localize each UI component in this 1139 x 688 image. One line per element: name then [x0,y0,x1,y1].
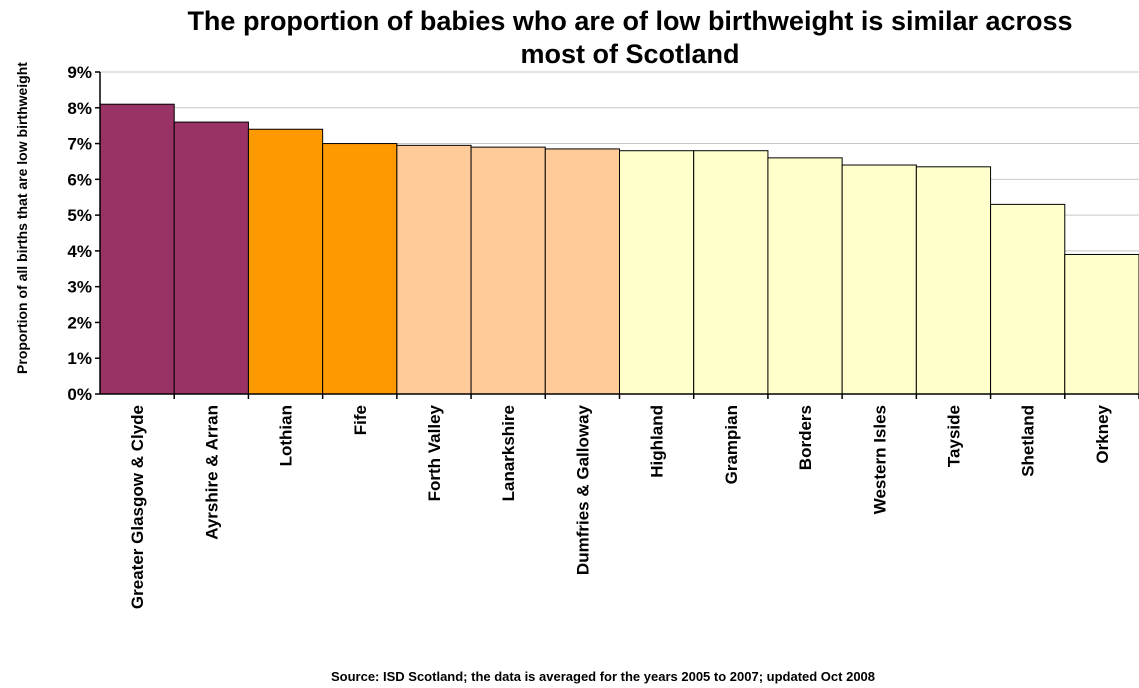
x-category-labels: Greater Glasgow & Clyde Ayrshire & Arran L… [128,394,1139,609]
y-tick-label: 0% [67,385,92,404]
y-tick-label: 2% [67,313,92,332]
bar [693,150,769,395]
x-category-label: Fife [351,405,370,435]
y-axis-title: Proportion of all births that are low bi… [14,62,30,374]
bar [396,144,472,395]
x-category-label: Borders [796,405,815,470]
y-tick-labels: 0% 1% 2% 3% 4% 5% 6% 7% 8% 9% [67,63,100,404]
x-category-label: Shetland [1019,405,1038,477]
x-category-label: Ayrshire & Arran [202,405,221,540]
bar [990,203,1066,395]
x-category-label: Western Isles [870,405,889,514]
bar [322,143,398,395]
y-tick-label: 7% [67,135,92,154]
x-category-label: Highland [648,405,667,478]
y-tick-label: 4% [67,242,92,261]
chart-title-line-2: most of Scotland [520,39,739,69]
x-category-label: Lanarkshire [499,405,518,501]
x-category-label: Tayside [944,405,963,467]
x-category-label: Grampian [722,405,741,484]
x-category-label: Greater Glasgow & Clyde [128,405,147,609]
bar [544,148,620,395]
source-note: Source: ISD Scotland; the data is averag… [331,669,875,684]
bar [470,146,546,395]
x-category-label: Forth Valley [425,404,444,501]
x-category-label: Orkney [1093,404,1112,463]
bar [247,128,324,395]
x-category-label: Lothian [277,405,296,466]
bar [841,164,917,395]
bars [99,103,1139,395]
bar [619,150,695,395]
bar [1064,253,1139,395]
chart-title-line-1: The proportion of babies who are of low … [187,6,1072,36]
bar [173,121,249,395]
y-tick-label: 6% [67,170,92,189]
y-tick-label: 3% [67,278,92,297]
y-tick-label: 9% [67,63,92,82]
x-category-label: Dumfries & Galloway [573,404,592,575]
y-tick-label: 5% [67,206,92,225]
bar [915,166,992,395]
bar [99,103,175,395]
bar [767,157,843,395]
y-tick-label: 1% [67,349,92,368]
y-tick-label: 8% [67,99,92,118]
